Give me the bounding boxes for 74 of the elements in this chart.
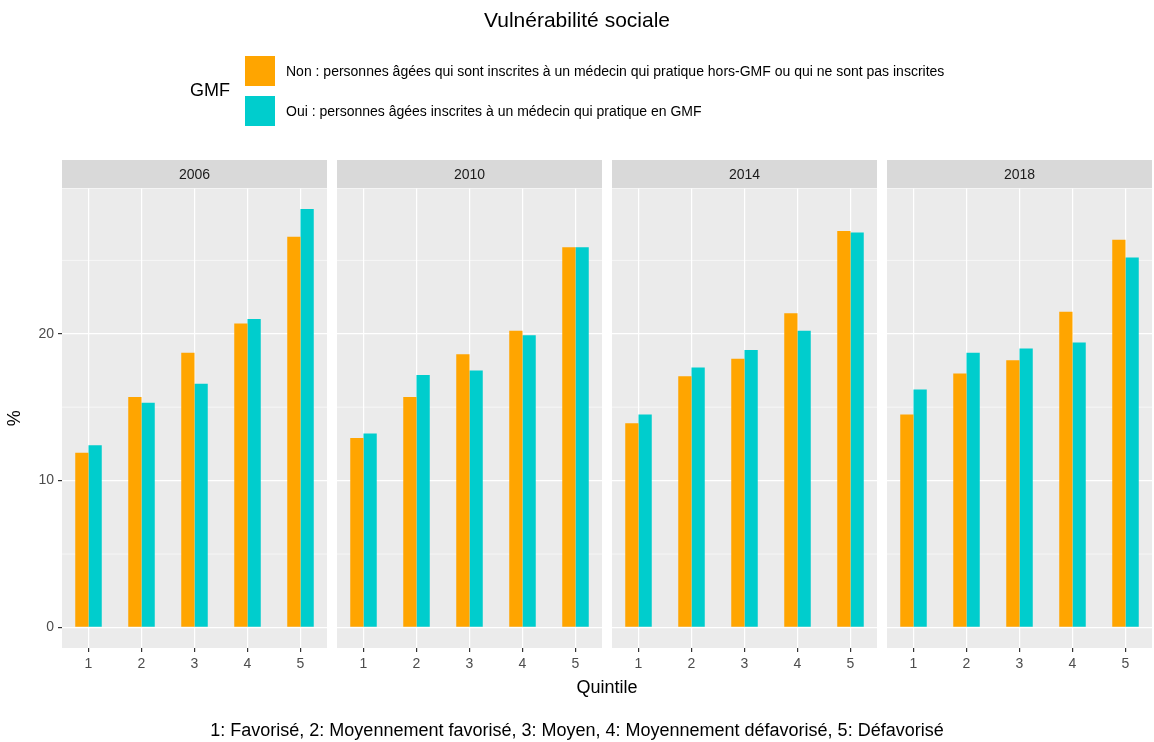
bar xyxy=(128,396,142,627)
bar xyxy=(1006,359,1020,627)
bar xyxy=(691,367,705,627)
bar xyxy=(1059,311,1073,627)
bar xyxy=(469,370,483,627)
x-tick-label: 5 xyxy=(846,654,855,671)
bar xyxy=(363,433,377,627)
x-tick-label: 4 xyxy=(518,654,527,671)
bar xyxy=(731,358,745,627)
bar xyxy=(287,236,301,627)
bar xyxy=(900,414,914,627)
bar xyxy=(234,323,248,627)
x-tick-label: 2 xyxy=(687,654,696,671)
bar xyxy=(913,389,927,627)
bar xyxy=(797,330,811,627)
x-tick-label: 3 xyxy=(1015,654,1024,671)
y-tick-label: 10 xyxy=(38,471,55,488)
y-axis-title: % xyxy=(3,409,24,426)
text: Quintile xyxy=(575,677,639,698)
bar xyxy=(300,208,314,627)
x-tick-label: 3 xyxy=(740,654,749,671)
x-tick-label: 5 xyxy=(296,654,305,671)
x-tick-label: 3 xyxy=(190,654,199,671)
bar xyxy=(638,414,652,627)
x-tick-label: 1 xyxy=(359,654,368,671)
bar xyxy=(247,318,261,627)
x-tick-label: 2 xyxy=(962,654,971,671)
bar xyxy=(744,349,758,627)
x-tick-label: 2 xyxy=(412,654,421,671)
chart-subtitle: 2018 xyxy=(887,160,1152,188)
bar xyxy=(1112,239,1126,627)
bar xyxy=(403,396,417,627)
bar xyxy=(784,312,798,627)
chart-subtitle: 2006 xyxy=(62,160,327,188)
text: 1: Favorisé, 2: Moyennement favorisé, 3: Moyen, 4: Moyennement défavorisé, 5: Défavorisé xyxy=(209,720,945,741)
bar xyxy=(88,444,102,627)
bar xyxy=(509,330,523,627)
legend-title: GMF xyxy=(190,80,230,101)
bar xyxy=(1072,342,1086,627)
x-tick-label: 4 xyxy=(793,654,802,671)
x-tick-label: 5 xyxy=(1121,654,1130,671)
legend-label: Non : personnes âgées qui sont inscrites à un médecin qui pratique hors-GMF ou qui ne sont pas inscrites xyxy=(286,63,945,79)
bar xyxy=(837,230,851,627)
bar xyxy=(678,375,692,627)
x-tick-label: 1 xyxy=(909,654,918,671)
x-tick-label: 4 xyxy=(243,654,252,671)
bar xyxy=(562,246,576,627)
x-tick-label: 2 xyxy=(137,654,146,671)
bar xyxy=(350,437,364,627)
bar xyxy=(1019,348,1033,627)
bar xyxy=(966,352,980,627)
x-tick-label: 4 xyxy=(1068,654,1077,671)
chart-subtitle: 2010 xyxy=(337,160,602,188)
x-tick-label: 3 xyxy=(465,654,474,671)
bar xyxy=(575,246,589,627)
y-tick-label: 20 xyxy=(38,324,55,341)
bar xyxy=(194,383,208,627)
bar xyxy=(181,352,195,627)
bar xyxy=(953,373,967,627)
x-tick-label: 5 xyxy=(571,654,580,671)
text: Vulnérabilité sociale xyxy=(483,8,671,32)
x-tick-label: 1 xyxy=(634,654,643,671)
bar xyxy=(141,402,155,627)
y-tick-label: 0 xyxy=(46,617,55,634)
x-tick-label: 1 xyxy=(84,654,93,671)
chart-subtitle: 2014 xyxy=(612,160,877,188)
bar xyxy=(416,374,430,627)
bar xyxy=(1125,257,1139,627)
legend-label: Oui : personnes âgées inscrites à un médecin qui pratique en GMF xyxy=(286,103,702,119)
bar xyxy=(522,334,536,627)
bar xyxy=(625,422,639,627)
bar xyxy=(456,353,470,627)
bar xyxy=(850,232,864,627)
bar xyxy=(75,452,89,627)
